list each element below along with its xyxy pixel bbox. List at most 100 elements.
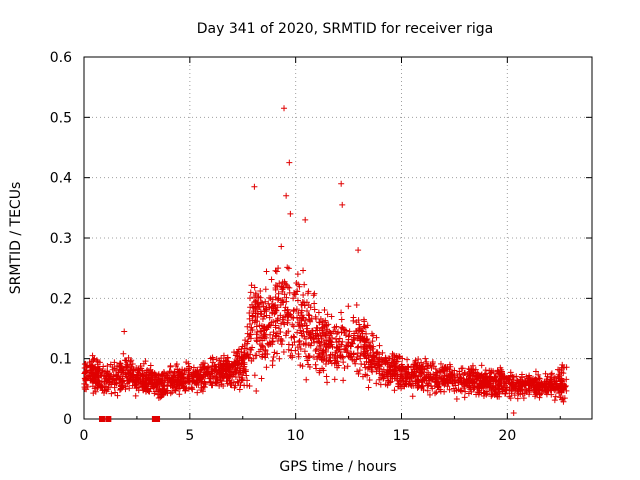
data-point [443, 378, 450, 385]
data-point [324, 326, 331, 333]
data-point [91, 385, 98, 392]
data-point [510, 409, 517, 416]
data-point [559, 361, 566, 368]
data-point [556, 385, 563, 392]
data-point [311, 339, 318, 346]
data-point [425, 382, 432, 389]
data-point [123, 357, 130, 364]
data-point [112, 389, 119, 396]
chart-title: Day 341 of 2020, SRMTID for receiver rig… [197, 21, 494, 37]
data-point [311, 300, 318, 307]
data-point [238, 361, 245, 368]
data-point [361, 338, 368, 345]
data-point [455, 386, 462, 393]
data-point [224, 358, 231, 365]
data-point [421, 366, 428, 373]
data-point [250, 304, 257, 311]
data-point [109, 366, 116, 373]
data-point [171, 368, 178, 375]
data-point [507, 381, 514, 388]
data-point [430, 375, 437, 382]
data-point [410, 382, 417, 389]
data-point [261, 308, 268, 315]
data-point [152, 388, 159, 395]
data-point [167, 390, 174, 397]
data-point [427, 374, 434, 381]
data-point [304, 307, 311, 314]
data-point [246, 383, 253, 390]
data-point [366, 377, 373, 384]
data-point [297, 362, 304, 369]
data-point [254, 338, 261, 345]
data-point [280, 314, 287, 321]
data-point [188, 385, 195, 392]
data-point [328, 313, 335, 320]
data-point [256, 348, 263, 355]
data-point [332, 349, 339, 356]
data-point [492, 390, 499, 397]
data-point [277, 320, 284, 327]
data-point [364, 336, 371, 343]
data-point [526, 377, 533, 384]
data-point [301, 348, 308, 355]
data-point [318, 347, 325, 354]
data-point [394, 358, 401, 365]
data-point [179, 366, 186, 373]
data-point [335, 346, 342, 353]
data-point [102, 383, 109, 390]
data-point [415, 383, 422, 390]
data-point [449, 380, 456, 387]
data-point [145, 374, 152, 381]
data-point [354, 344, 361, 351]
data-point [410, 366, 417, 373]
data-point [335, 362, 342, 369]
data-point [201, 365, 208, 372]
data-point [323, 373, 330, 380]
data-point [232, 382, 239, 389]
data-point [244, 377, 251, 384]
data-point [542, 370, 549, 377]
data-point [403, 381, 410, 388]
data-point [533, 376, 540, 383]
data-point [299, 323, 306, 330]
data-point [296, 283, 303, 290]
data-point [364, 372, 371, 379]
data-point [88, 370, 95, 377]
data-point [337, 354, 344, 361]
data-point [277, 329, 284, 336]
data-point [244, 323, 251, 330]
data-point [142, 377, 149, 384]
data-point [483, 379, 490, 386]
data-point [350, 317, 357, 324]
data-point [252, 352, 259, 359]
data-point [278, 341, 285, 348]
data-point [103, 377, 110, 384]
data-point [345, 353, 352, 360]
data-point [420, 376, 427, 383]
data-point [397, 382, 404, 389]
data-point [291, 291, 298, 298]
data-point [180, 373, 187, 380]
data-point [319, 354, 326, 361]
data-point [285, 310, 292, 317]
data-point [532, 384, 539, 391]
data-point [327, 351, 334, 358]
data-point [316, 327, 323, 334]
data-point [270, 318, 277, 325]
data-point [272, 284, 279, 291]
data-point [149, 381, 156, 388]
data-point [331, 324, 338, 331]
data-point [306, 312, 313, 319]
data-point [342, 327, 349, 334]
data-point [313, 315, 320, 322]
data-point [198, 366, 205, 373]
data-point [498, 379, 505, 386]
data-point [346, 332, 353, 339]
data-point [437, 360, 444, 367]
data-point [519, 373, 526, 380]
data-point [248, 282, 255, 289]
data-point [458, 388, 465, 395]
y-tick-label: 0.2 [50, 291, 72, 307]
data-point [234, 378, 241, 385]
data-point [469, 382, 476, 389]
